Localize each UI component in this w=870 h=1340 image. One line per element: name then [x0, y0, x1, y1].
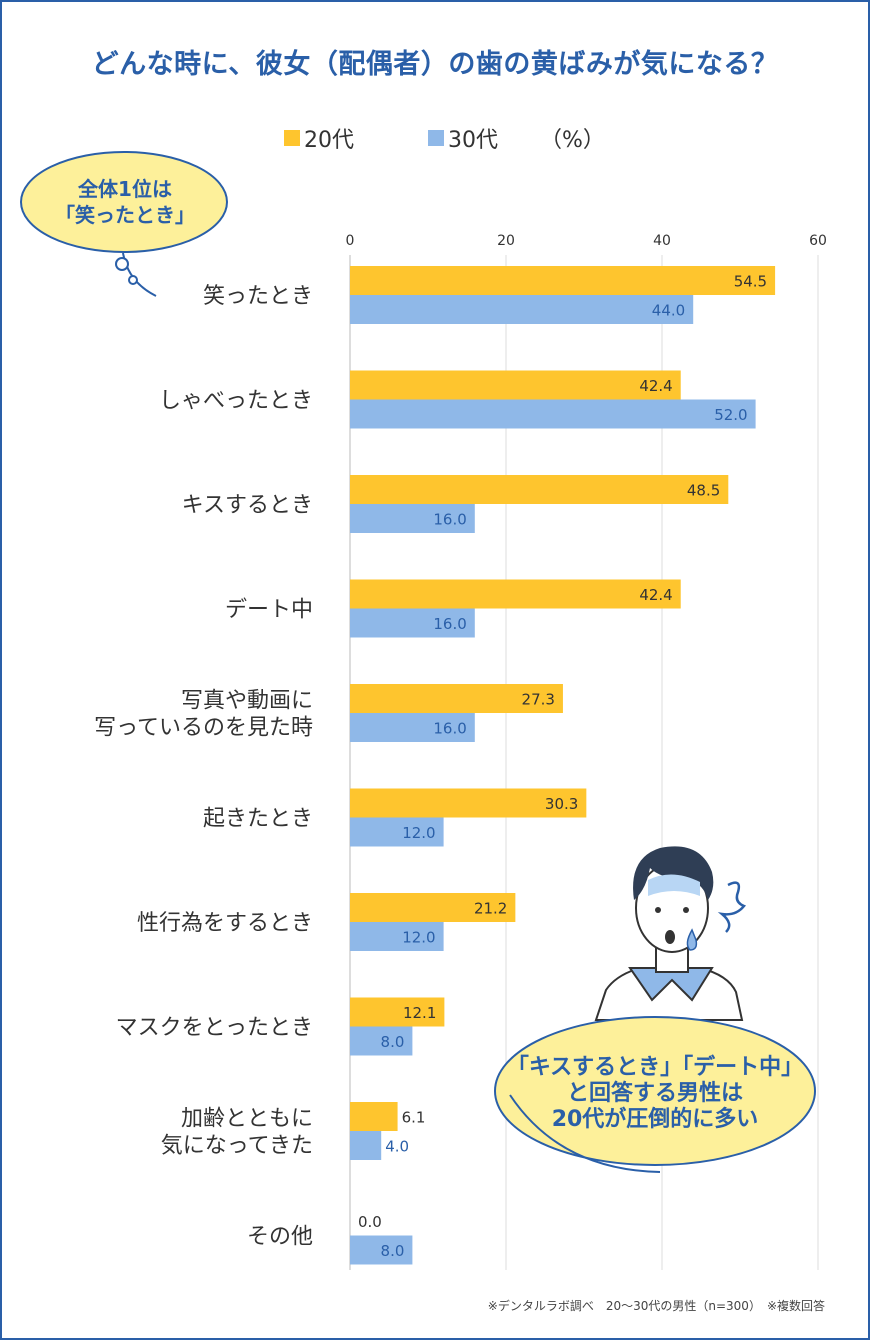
category-label: 笑ったとき: [203, 284, 313, 309]
bar: [350, 399, 756, 429]
callout-top-bubble: [20, 151, 228, 253]
callout-bottom: [494, 1016, 816, 1173]
man-mouth: [665, 930, 675, 944]
bar: [350, 893, 516, 922]
chart-title: どんな時に、彼女（配偶者）の歯の黄ばみが気になる？: [91, 49, 779, 80]
legend-swatch-30s: [428, 130, 444, 146]
bar: [350, 788, 587, 818]
bar: [350, 1102, 398, 1131]
shock-mark-icon: [717, 881, 747, 933]
category-label: 気になってきた: [161, 1134, 313, 1159]
callout-bottom-line1: 「キスするとき」「デート中」: [506, 1055, 804, 1080]
bar: [350, 295, 694, 324]
callout-bottom-line3: 20代が圧倒的に多い: [551, 1107, 759, 1132]
category-label: 写っているのを見た時: [94, 716, 313, 741]
data-label: 16.0: [433, 720, 466, 738]
bar: [350, 922, 444, 951]
data-label: 12.0: [402, 824, 435, 842]
bar: [350, 817, 444, 847]
data-label: 12.1: [403, 1004, 436, 1022]
data-label: 8.0: [381, 1033, 405, 1051]
bar: [350, 1235, 413, 1265]
data-label: 48.5: [687, 482, 720, 500]
data-label: 4.0: [385, 1138, 409, 1156]
legend-item-20s: 20代: [284, 122, 354, 154]
category-label: 起きたとき: [203, 807, 313, 832]
data-label: 8.0: [381, 1242, 405, 1260]
bar: [350, 713, 475, 742]
category-label: キスするとき: [182, 493, 313, 518]
data-label: 52.0: [714, 406, 747, 424]
category-label: 加齢とともに: [181, 1107, 313, 1132]
callout-top-line1: 全体1位は: [78, 177, 172, 201]
legend-label-30s: 30代: [448, 128, 498, 153]
x-tick-label: 20: [497, 233, 515, 249]
x-tick-label: 40: [653, 233, 671, 249]
x-tick-label: 60: [809, 233, 827, 249]
bar: [350, 504, 475, 533]
bar: [350, 997, 445, 1027]
man-collar: [628, 967, 714, 1002]
man-face-shade: [648, 874, 700, 896]
data-label: 30.3: [545, 795, 578, 813]
category-label: マスクをとったとき: [116, 1016, 313, 1041]
man-eye-right: [683, 907, 689, 913]
legend-label-20s: 20代: [304, 128, 354, 153]
callout-bottom-text: 「キスするとき」「デート中」 と回答する男性は 20代が圧倒的に多い: [495, 1055, 815, 1133]
callout-bottom-bubble: [494, 1016, 816, 1166]
x-tick-label: 0: [346, 233, 355, 249]
data-label: 54.5: [734, 273, 767, 291]
category-label: 性行為をするとき: [137, 911, 313, 936]
data-label: 42.4: [639, 377, 672, 395]
labels: 0 20 40 60 54.5 44.0 笑ったとき 42.4 52.0 しゃべったとき 48.5 1…: [94, 233, 827, 1260]
data-label: 0.0: [358, 1213, 382, 1231]
callout-top-line2: 「笑ったとき」: [55, 203, 195, 227]
data-label: 6.1: [402, 1109, 426, 1127]
callout-top-tail-dot: [115, 257, 129, 271]
bar: [350, 475, 729, 504]
data-label: 21.2: [474, 900, 507, 918]
callout-bottom-line2: と回答する男性は: [566, 1081, 743, 1106]
unit-label: （%）: [540, 128, 605, 153]
bar: [350, 608, 475, 638]
category-label: その他: [247, 1225, 313, 1250]
bar: [350, 684, 563, 713]
legend-item-30s: 30代: [428, 122, 498, 154]
callout-top-text: 全体1位は 「笑ったとき」: [30, 176, 220, 228]
bar: [350, 370, 681, 400]
data-label: 44.0: [652, 302, 685, 320]
data-label: 12.0: [402, 929, 435, 947]
bar: [350, 579, 681, 609]
category-label: デート中: [225, 598, 313, 623]
data-label: 16.0: [433, 615, 466, 633]
callout-top: [20, 151, 228, 297]
worried-man-illustration: [594, 846, 747, 1021]
data-label: 27.3: [522, 691, 555, 709]
bar: [350, 1131, 382, 1160]
bars: [350, 266, 776, 1265]
data-label: 16.0: [433, 511, 466, 529]
category-label: 写真や動画に: [181, 689, 313, 714]
bar: [350, 1026, 413, 1056]
man-eye-left: [655, 907, 661, 913]
bar: [350, 266, 776, 295]
legend-swatch-20s: [284, 130, 300, 146]
callout-bottom-tail: [509, 1094, 661, 1173]
data-label: 42.4: [639, 586, 672, 604]
callout-top-tail: [122, 252, 157, 297]
callout-top-tail-dot-small: [128, 275, 138, 285]
category-label: しゃべったとき: [159, 389, 313, 414]
sweat-drop-icon: [686, 928, 698, 951]
man-hair: [633, 846, 714, 900]
source-note: ※デンタルラボ調べ 20〜30代の男性（n=300） ※複数回答: [487, 1299, 825, 1313]
